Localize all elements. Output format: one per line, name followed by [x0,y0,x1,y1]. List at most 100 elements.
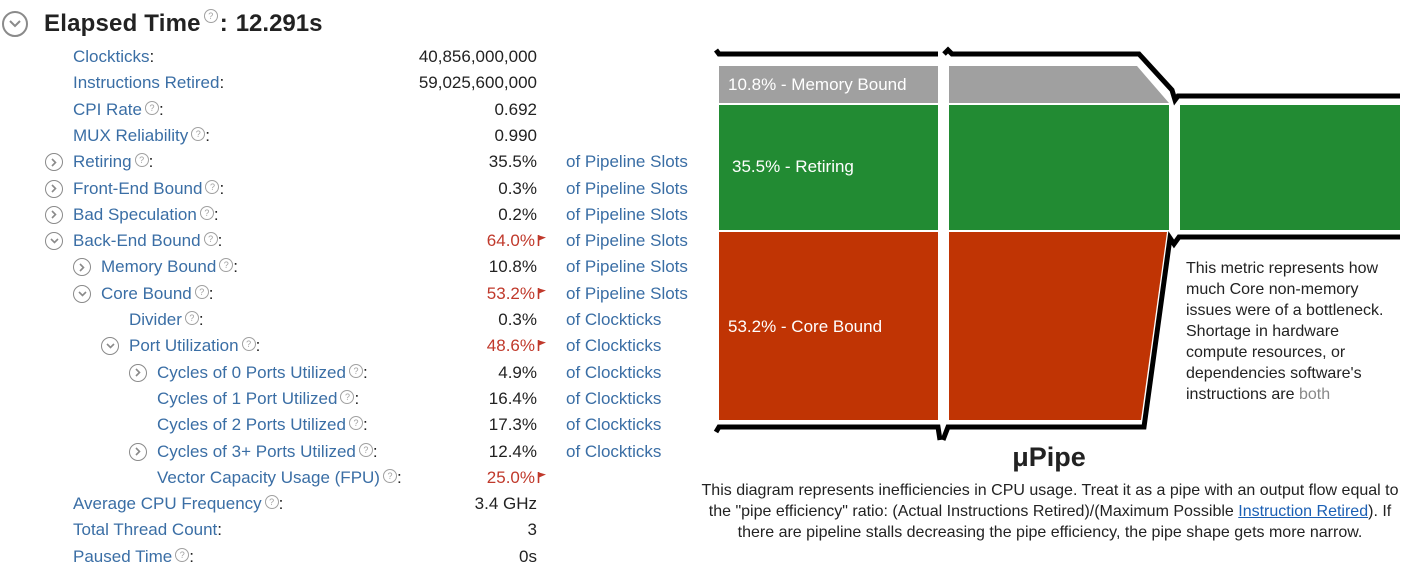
tooltip-fade-text: both [1298,386,1331,403]
help-icon[interactable]: ? [264,495,279,510]
help-icon[interactable]: ? [199,205,214,220]
metric-name-cpi-rate[interactable]: CPI Rate [73,99,142,119]
help-icon[interactable]: ? [134,153,149,168]
metric-name-core-bound[interactable]: Core Bound [101,283,192,303]
metric-name-vector-capacity[interactable]: Vector Capacity Usage (FPU) [157,467,380,487]
collapse-toggle-icon[interactable] [2,11,28,37]
metric-row-cpi-rate: CPI Rate?: 0.692 [0,98,700,122]
label-colon: : [278,494,284,514]
metric-name-divider[interactable]: Divider [129,310,182,329]
metric-name-port-utilization[interactable]: Port Utilization [129,336,239,356]
metric-value-text: 25.0% [486,467,535,487]
metric-name-back-end-bound[interactable]: Back-End Bound [73,231,201,251]
retiring-segment-3[interactable] [1180,105,1400,230]
pipe-top-outline [714,46,1400,106]
core-bound-segment-2[interactable] [949,232,1167,420]
metric-unit: of Clockticks [566,362,662,382]
retiring-pipe-label: 35.5% - Retiring [732,157,854,176]
metric-name-cycles-0-ports[interactable]: Cycles of 0 Ports Utilized [157,362,346,382]
metric-label: MUX Reliability?: [73,126,210,146]
chevron-down-icon[interactable] [101,337,119,356]
metric-name-clockticks[interactable]: Clockticks [73,47,150,66]
help-icon[interactable]: ? [358,442,373,457]
label-colon: : [208,283,214,303]
metric-value-vector-capacity: 25.0% [487,468,547,489]
metric-name-cycles-1-port[interactable]: Cycles of 1 Port Utilized [157,388,338,408]
metric-name-mux-reliability[interactable]: MUX Reliability [73,125,189,145]
metric-value-divider: 0.3% [498,310,537,330]
help-icon[interactable]: ? [205,179,220,194]
metric-label: Cycles of 2 Ports Utilized?: [157,415,368,435]
metric-row-avg-cpu-frequency: Average CPU Frequency?: 3.4 GHz [0,492,700,516]
metric-value-avg-cpu-frequency: 3.4 GHz [475,494,537,514]
metric-name-retiring[interactable]: Retiring [73,152,132,172]
metric-name-paused-time[interactable]: Paused Time [73,546,173,566]
chevron-right-icon[interactable] [45,153,63,172]
help-icon[interactable]: ? [191,126,206,141]
metric-unit: of Pipeline Slots [566,178,688,198]
metric-value-total-thread-count: 3 [528,520,537,540]
metric-label: Divider?: [129,310,204,330]
metric-row-mux-reliability: MUX Reliability?: 0.990 [0,124,700,148]
retiring-segment[interactable] [719,105,938,230]
label-colon: : [354,388,360,408]
metric-name-cycles-3-ports[interactable]: Cycles of 3+ Ports Utilized [157,441,356,461]
upipe-title: μPipe [1012,442,1086,472]
label-colon: : [219,178,225,198]
chevron-right-icon[interactable] [45,205,63,224]
tooltip-text: This metric represents how much Core non… [1186,260,1384,403]
chevron-right-icon[interactable] [129,363,147,382]
metric-label: Cycles of 3+ Ports Utilized?: [157,442,378,462]
help-icon[interactable]: ? [184,311,199,325]
core-bound-segment[interactable] [719,232,938,420]
metric-name-front-end-bound[interactable]: Front-End Bound [73,178,203,198]
help-icon[interactable]: ? [348,363,363,378]
metric-row-bad-speculation: Bad Speculation?: 0.2% of Pipeline Slots [0,203,700,227]
chevron-down-icon[interactable] [45,232,63,251]
metric-value-text: 16.4% [488,388,537,408]
metric-value-cycles-0-ports: 4.9% [498,363,537,383]
metric-unit: of Clockticks [566,310,662,329]
chevron-right-icon[interactable] [45,179,63,198]
memory-bound-segment-2[interactable] [949,66,1169,103]
metric-name-cycles-2-ports[interactable]: Cycles of 2 Ports Utilized [157,415,346,435]
metric-row-vector-capacity: Vector Capacity Usage (FPU)?: 25.0% [0,466,700,490]
help-icon[interactable]: ? [175,547,190,562]
help-icon[interactable]: ? [348,416,363,431]
metric-label: Total Thread Count: [73,520,222,540]
chevron-right-icon[interactable] [129,442,147,461]
metric-value-text: 3.4 GHz [474,494,537,514]
label-colon: : [149,47,155,66]
chevron-down-icon[interactable] [73,284,91,303]
metric-tooltip: This metric represents how much Core non… [1186,258,1391,405]
help-icon[interactable]: ? [203,232,218,247]
help-icon[interactable]: ? [144,100,159,115]
label-colon: : [362,415,368,435]
metric-name-memory-bound[interactable]: Memory Bound [101,257,217,277]
instruction-retired-link[interactable]: Instruction Retired [1238,503,1369,520]
help-icon[interactable]: ? [241,337,256,352]
metric-value-text: 40,856,000,000 [418,47,537,66]
help-icon[interactable]: ? [382,468,397,483]
metric-name-instructions-retired[interactable]: Instructions Retired [73,73,220,93]
metric-value-text: 59,025,600,000 [418,73,537,93]
metric-value-cpi-rate: 0.692 [494,100,537,120]
help-icon[interactable]: ? [194,284,209,299]
help-icon[interactable]: ? [203,9,218,23]
metric-label: Retiring?: [73,152,153,172]
metric-value-back-end-bound: 64.0% [487,231,547,252]
chevron-right-icon[interactable] [73,258,91,277]
metric-row-divider: Divider?: 0.3% of Clockticks [0,308,700,332]
metric-name-avg-cpu-frequency[interactable]: Average CPU Frequency [73,494,262,514]
metric-label: Paused Time?: [73,547,194,567]
help-icon[interactable]: ? [340,389,355,404]
upipe-desc-part-2: ). If there are pipeline stalls decreasi… [737,503,1392,541]
metric-name-total-thread-count[interactable]: Total Thread Count [73,520,218,540]
metric-value-instructions-retired: 59,025,600,000 [419,73,537,93]
retiring-segment-2[interactable] [949,105,1169,230]
help-icon[interactable]: ? [219,258,234,273]
metric-name-bad-speculation[interactable]: Bad Speculation [73,204,197,224]
metric-row-total-thread-count: Total Thread Count: 3 [0,518,700,542]
metric-unit: of Clockticks [566,388,662,408]
memory-bound-segment[interactable] [719,66,938,103]
